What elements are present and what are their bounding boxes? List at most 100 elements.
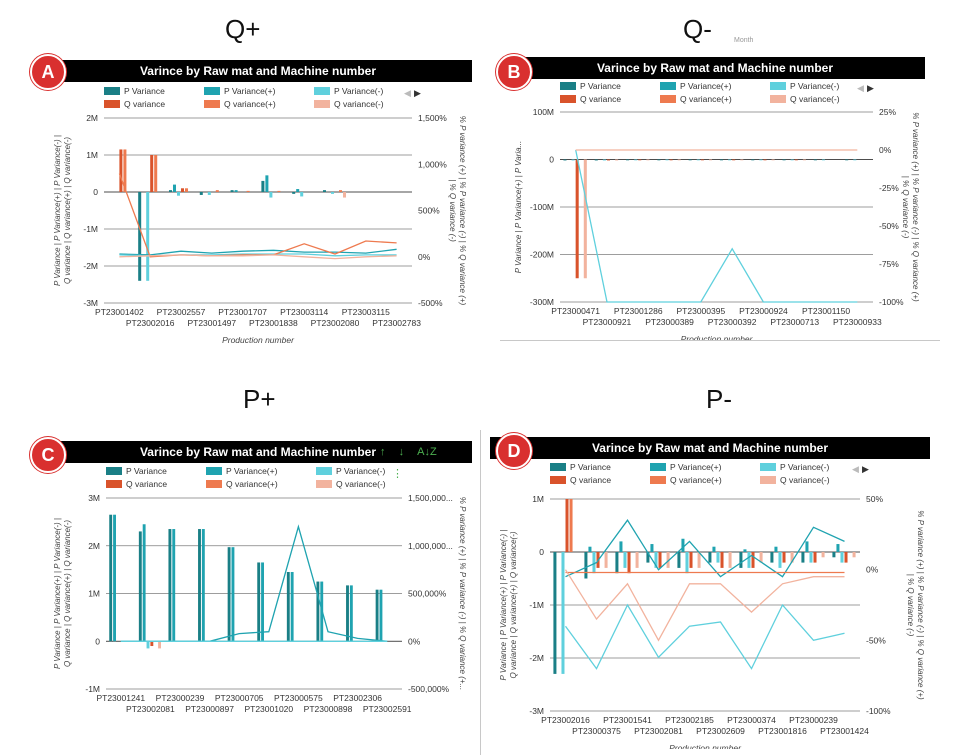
bar-q-variance (844, 552, 848, 563)
bar-p-variance- (300, 192, 304, 197)
legend-label: Q variance (124, 99, 165, 109)
x-tick-label: PT23001020 (244, 704, 293, 714)
line--q-variance- (118, 173, 397, 258)
y2-tick-label: -500% (418, 298, 443, 308)
bar-p-variance (286, 572, 290, 642)
chart-panel-a: Varince by Raw mat and Machine number P … (44, 60, 472, 350)
legend-swatch (770, 95, 786, 103)
more-options-icon[interactable]: ⋮ (392, 468, 403, 480)
x-tick-label: PT23000897 (185, 704, 234, 714)
bar-q-variance- (821, 552, 825, 558)
y2-axis-title-line: | % Q variance (-) (448, 179, 457, 242)
sort-alpha-icon[interactable]: A↓Z (417, 446, 437, 458)
sort-down-icon[interactable]: ↓ (398, 446, 405, 458)
bar-p-variance (553, 552, 557, 674)
x-tick-label: PT23000471 (551, 306, 600, 316)
bar-p-variance- (853, 159, 857, 161)
y-axis-title-line: P Variance | P Variance(+) | P Variance(… (499, 530, 508, 681)
legend-label: Q variance(+) (670, 475, 722, 485)
quadrant-title-a: Q+ (225, 14, 261, 44)
bar-q-variance (669, 159, 673, 161)
y2-tick-label: 1,500% (418, 113, 447, 123)
x-tick-label: PT23000392 (708, 317, 757, 327)
x-tick-label: PT23000924 (739, 306, 788, 316)
legend-label: Q variance (126, 479, 167, 489)
bar-p-variance (138, 192, 142, 281)
bar-p-variance (688, 159, 692, 161)
x-tick-label: PT23001286 (614, 306, 663, 316)
x-tick-label: PT23001816 (758, 726, 807, 736)
bar-p-variance- (634, 159, 638, 161)
legend-swatch (204, 87, 220, 95)
chart-title-bar: Varince by Raw mat and Machine number (44, 441, 472, 463)
legend-swatch (206, 467, 222, 475)
bar-p-variance- (681, 538, 685, 552)
legend-label: P Variance(+) (670, 462, 722, 472)
bar-q-variance- (583, 159, 587, 279)
bar-p-variance (677, 552, 681, 568)
bar-p-variance (739, 552, 743, 568)
x-tick-label: PT23003115 (342, 307, 390, 317)
bar-p-variance- (821, 159, 826, 161)
chart-title-bar: Varince by Raw mat and Machine number (44, 60, 472, 82)
y2-tick-label: 1,000,000... (408, 541, 453, 551)
nav-prev-icon: ◀ (857, 83, 864, 93)
legend-label: P Variance(+) (224, 86, 276, 96)
bar-p-variance- (778, 552, 782, 568)
bar-p-variance- (840, 552, 844, 563)
stray-month-label: Month (734, 37, 754, 44)
bar-q-variance (782, 552, 786, 563)
legend-swatch (770, 82, 786, 90)
legend-label: P Variance(-) (336, 466, 385, 476)
y2-tick-label: 0% (879, 145, 892, 155)
bar-p-variance (138, 531, 142, 642)
x-tick-label: PT23000375 (572, 726, 621, 736)
bar-p-variance- (685, 552, 689, 574)
x-tick-label: PT23001402 (95, 307, 144, 317)
x-tick-label: PT23002080 (311, 318, 360, 328)
legend-label: Q variance(+) (224, 99, 276, 109)
badge-d: D (496, 433, 532, 469)
bar-p-variance- (712, 546, 716, 552)
legend-swatch (760, 476, 776, 484)
y-tick-label: -2M (83, 261, 98, 271)
bar-p-variance- (774, 546, 778, 552)
chart-title-bar: Varince by Raw mat and Machine number (490, 437, 930, 459)
legend-label: Q variance(-) (780, 475, 830, 485)
y2-tick-label: 0% (866, 565, 879, 575)
x-tick-label: PT23002609 (696, 726, 745, 736)
frame-bottom-b (500, 340, 940, 341)
bar-p-variance- (231, 547, 235, 642)
bar-p-variance (845, 159, 849, 161)
bar-q-variance (119, 149, 123, 192)
x-tick-label: PT23003114 (280, 307, 328, 317)
bar-q-variance- (677, 159, 681, 161)
bar-q-variance- (646, 159, 650, 161)
y2-tick-label: -50% (879, 221, 899, 231)
bar-p-variance- (619, 541, 623, 552)
x-tick-label: PT23001541 (603, 715, 652, 725)
chart-svg-d: P Variance P Variance(+) P Variance(-) Q va… (499, 462, 925, 749)
bar-q-variance (700, 159, 704, 161)
bar-p-variance- (201, 529, 205, 642)
bar-q-variance (689, 552, 693, 568)
bar-p-variance- (207, 192, 211, 195)
bar-p-variance- (809, 552, 813, 563)
y2-axis-title-line: % P variance (+) | % P variance (-) | % … (458, 116, 467, 306)
legend-label: Q variance(-) (334, 99, 384, 109)
y-tick-label: 2M (86, 113, 98, 123)
bar-p-variance- (747, 552, 751, 568)
y2-tick-label: 1,000% (418, 159, 447, 169)
y2-tick-label: -100% (866, 706, 891, 716)
x-tick-label: PT23002783 (372, 318, 421, 328)
bar-p-variance (257, 562, 261, 642)
bar-p-variance- (696, 159, 700, 161)
chart-panel-d: Varince by Raw mat and Machine number P … (490, 437, 930, 749)
bar-p-variance- (650, 544, 654, 552)
legend-swatch (104, 100, 120, 108)
sort-up-icon[interactable]: ↑ (380, 446, 386, 458)
y-tick-label: -1M (529, 600, 544, 610)
x-tick-label: PT23001241 (96, 693, 145, 703)
bar-p-variance- (349, 585, 353, 642)
quadrant-title-c: P+ (243, 384, 276, 414)
